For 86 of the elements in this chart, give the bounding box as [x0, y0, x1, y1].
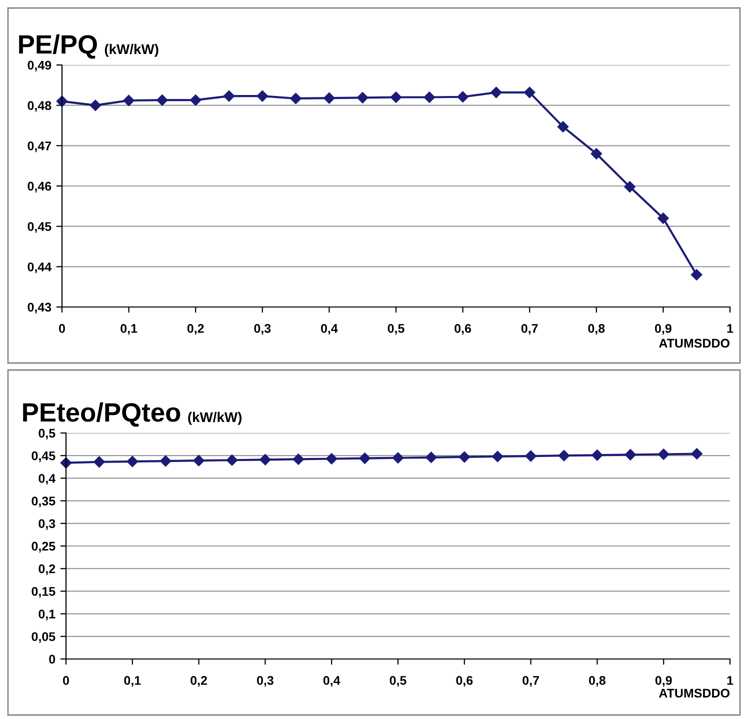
- y-tick-label: 0,35: [32, 496, 56, 508]
- point: [426, 452, 437, 464]
- point: [458, 451, 470, 463]
- point: [490, 86, 502, 98]
- y-tick-label: 0,1: [38, 610, 56, 620]
- y-tick-label: 0,45: [28, 222, 52, 233]
- chart-title: PE/PQ: [19, 34, 97, 59]
- x-axis-title: ATUMSDDO: [659, 338, 730, 348]
- x-tick-label: 0,4: [323, 676, 340, 687]
- y-tick-label: 0,4: [38, 474, 56, 485]
- point: [557, 121, 569, 132]
- x-tick-label: 0,4: [321, 324, 338, 335]
- point: [193, 454, 204, 466]
- x-tick-label: 1: [727, 676, 734, 685]
- x-tick-label: 0,8: [589, 676, 606, 687]
- x-tick-label: 0,1: [120, 324, 138, 335]
- point: [590, 148, 602, 160]
- point: [624, 449, 636, 460]
- point: [290, 92, 302, 104]
- x-tick-label: 0,2: [187, 324, 204, 335]
- point: [658, 448, 670, 460]
- y-tick-label: 0,48: [28, 101, 52, 112]
- y-tick-label: 0,45: [32, 451, 56, 462]
- y-axis-title: (kW/kW): [188, 412, 242, 425]
- point: [524, 86, 536, 98]
- x-tick-label: 0,9: [655, 324, 672, 335]
- point: [156, 94, 168, 106]
- x-tick-label: 0: [63, 676, 69, 685]
- point: [691, 448, 702, 460]
- y-tick-label: 0,3: [38, 519, 56, 530]
- point: [123, 94, 134, 106]
- x-tick-label: 0,6: [454, 324, 472, 335]
- point: [190, 94, 202, 106]
- x-tick-label: 0,3: [257, 676, 274, 687]
- point: [356, 92, 368, 104]
- point: [326, 453, 338, 464]
- y-tick-label: 0,46: [28, 182, 52, 192]
- point: [126, 456, 138, 468]
- y-tick-label: 0,47: [28, 141, 52, 152]
- x-tick-label: 0,8: [588, 324, 605, 335]
- point: [424, 92, 436, 103]
- point: [256, 90, 268, 102]
- point: [558, 450, 570, 462]
- point: [324, 92, 335, 104]
- x-tick-label: 0,1: [124, 676, 141, 687]
- x-tick-label: 0: [59, 324, 65, 333]
- chart-title: PEteo/PQteo: [23, 402, 180, 427]
- point: [492, 450, 504, 462]
- point: [56, 96, 68, 107]
- point: [457, 91, 468, 102]
- point: [60, 457, 72, 468]
- x-tick-label: 0,2: [190, 676, 207, 687]
- point: [525, 450, 536, 462]
- point: [658, 212, 669, 224]
- x-tick-label: 1: [727, 324, 734, 333]
- point: [160, 455, 172, 467]
- x-tick-label: 0,3: [254, 324, 271, 335]
- x-tick-label: 0,6: [456, 676, 473, 687]
- y-tick-label: 0,43: [28, 302, 52, 314]
- y-tick-label: 0,2: [38, 564, 56, 576]
- point: [292, 454, 304, 465]
- point: [223, 90, 235, 102]
- x-tick-label: 0,7: [521, 324, 538, 335]
- y-tick-label: 0,44: [28, 262, 52, 274]
- x-tick-label: 0,9: [655, 676, 672, 687]
- y-tick-label: 0: [49, 654, 56, 664]
- point: [94, 456, 105, 468]
- y-tick-label: 0,05: [32, 632, 56, 643]
- point: [392, 452, 404, 464]
- x-tick-label: 0,7: [522, 676, 539, 687]
- point: [624, 181, 636, 192]
- x-tick-label: 0,5: [388, 324, 404, 335]
- x-axis-title: ATUMSDDO: [659, 688, 730, 698]
- point: [390, 92, 402, 103]
- y-tick-label: 0,49: [28, 60, 52, 72]
- point: [359, 452, 370, 464]
- y-tick-label: 0,15: [32, 587, 56, 598]
- point: [260, 454, 271, 466]
- point: [226, 454, 238, 466]
- y-tick-label: 0,5: [38, 428, 56, 440]
- point: [690, 269, 702, 280]
- y-tick-label: 0,25: [32, 542, 56, 552]
- x-tick-label: 0,5: [390, 676, 406, 687]
- point: [592, 450, 603, 461]
- y-axis-title: (kW/kW): [104, 44, 158, 57]
- point: [90, 100, 102, 111]
